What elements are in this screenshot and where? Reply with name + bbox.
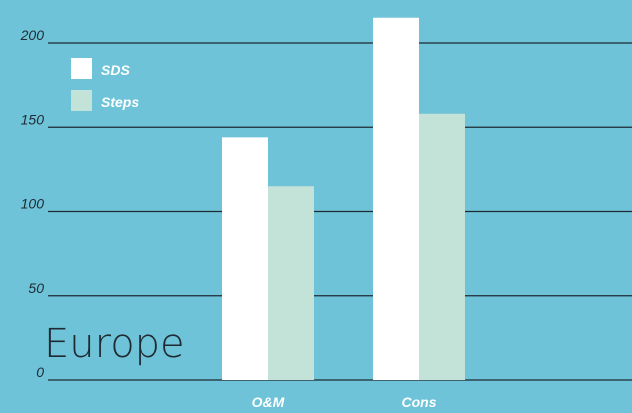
bars (222, 17, 465, 381)
legend-swatch-steps (71, 90, 92, 111)
bar-sds-1 (373, 17, 419, 380)
y-axis-ticks: 0 50 100 150 200 (20, 27, 45, 380)
y-tick-label: 200 (20, 27, 45, 43)
bar-sds-0 (222, 137, 268, 380)
legend-swatch-sds (71, 58, 92, 79)
y-tick-label: 0 (36, 364, 44, 380)
bar-steps-0 (268, 186, 314, 380)
y-tick-label: 100 (21, 196, 45, 212)
x-tick-label: O&M (252, 394, 285, 410)
legend-label-sds: SDS (101, 62, 130, 78)
legend-label-steps: Steps (101, 94, 139, 110)
y-tick-label: 150 (21, 111, 45, 127)
x-axis-ticks: O&M Cons (252, 394, 437, 410)
bar-steps-1 (419, 113, 465, 381)
x-tick-label: Cons (402, 394, 437, 410)
gridlines (48, 42, 632, 381)
chart-title: Europe (44, 321, 185, 367)
legend: SDS Steps (71, 58, 139, 111)
y-tick-label: 50 (28, 280, 44, 296)
